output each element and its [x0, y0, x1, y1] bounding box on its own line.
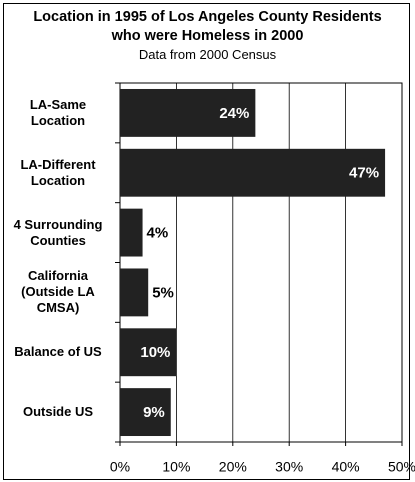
y-tick-label: Outside US — [22, 404, 94, 420]
data-label: 10% — [140, 344, 170, 361]
x-tick-label: 0% — [110, 459, 130, 475]
y-tick-label: LA-Different Location — [20, 156, 96, 188]
chart-title: Location in 1995 of Los Angeles County R… — [33, 9, 382, 44]
x-tick-label: 50% — [388, 459, 415, 475]
y-tick-label: California (Outside LA CMSA) — [21, 268, 95, 316]
chart-border — [3, 3, 410, 480]
bar — [120, 88, 256, 137]
chart-subtitle: Data from 2000 Census — [138, 47, 277, 62]
y-tick-label: LA-Same Location — [29, 96, 87, 128]
x-tick-label: 30% — [275, 459, 303, 475]
data-label: 24% — [219, 105, 249, 122]
x-tick-label: 10% — [162, 459, 190, 475]
bar — [120, 208, 143, 257]
y-tick-label: 4 Surrounding Counties — [13, 216, 103, 248]
bar — [120, 388, 171, 437]
x-tick-label: 20% — [219, 459, 247, 475]
bar — [120, 148, 386, 197]
data-label: 5% — [152, 284, 174, 301]
data-label: 9% — [143, 404, 165, 421]
data-label: 4% — [147, 225, 169, 242]
bar — [120, 268, 149, 317]
y-tick-label: Balance of US — [14, 344, 102, 360]
bar — [120, 328, 177, 377]
x-tick-label: 40% — [332, 459, 360, 475]
data-label: 47% — [349, 165, 379, 182]
